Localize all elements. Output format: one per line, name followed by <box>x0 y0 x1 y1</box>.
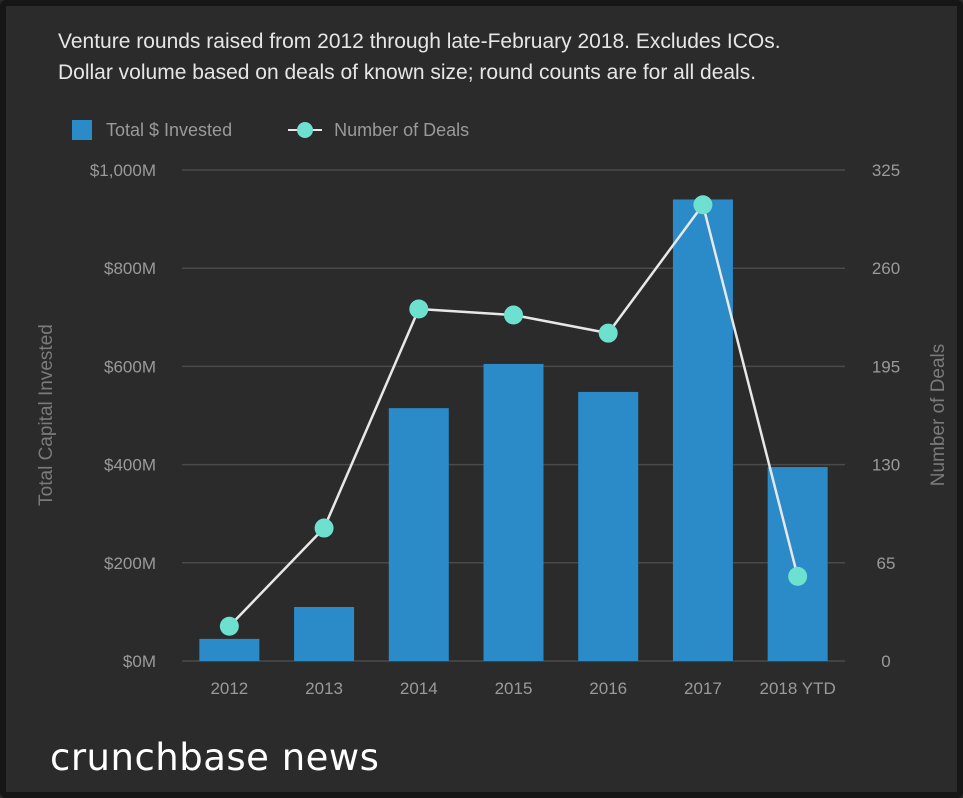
x-axis-tick-label: 2015 <box>495 679 533 698</box>
legend-label-number-of-deals: Number of Deals <box>334 119 470 140</box>
legend-item-total-invested: Total $ Invested <box>72 120 232 141</box>
bar-2017 <box>672 199 733 661</box>
right-axis-title: Number of Deals <box>928 344 949 487</box>
legend-line-swatch <box>288 120 323 140</box>
deals-point-2018-ytd <box>788 566 808 586</box>
left-axis-tick-label: $800M <box>104 259 156 278</box>
right-axis-tick-label: 130 <box>872 456 900 475</box>
bar-2012 <box>199 638 260 661</box>
legend-label-total-invested: Total $ Invested <box>106 119 233 140</box>
chart-legend: Total $ Invested Number of Deals <box>72 116 525 144</box>
legend-bar-swatch <box>72 120 92 140</box>
bar-2014 <box>388 408 449 661</box>
deals-point-2016 <box>598 323 618 343</box>
bar-2015 <box>483 363 544 661</box>
right-axis-tick-label: 325 <box>872 161 900 180</box>
deals-point-2017 <box>693 195 713 215</box>
legend-item-number-of-deals: Number of Deals <box>288 120 469 141</box>
right-axis-tick-label: 260 <box>872 259 900 278</box>
left-axis-title: Total Capital Invested <box>36 324 57 506</box>
subtitle-line-1: Venture rounds raised from 2012 through … <box>58 30 781 53</box>
x-axis-tick-label: 2016 <box>589 679 627 698</box>
right-axis-tick-label: 0 <box>881 652 890 671</box>
deals-point-2015 <box>504 305 523 325</box>
left-axis-tick-label: $600M <box>104 357 156 376</box>
deals-point-2013 <box>314 518 334 538</box>
left-axis-tick-label: $200M <box>104 554 156 573</box>
x-axis-tick-label: 2012 <box>210 679 248 698</box>
x-axis-tick-label: 2017 <box>684 679 722 698</box>
chart-subtitle: Venture rounds raised from 2012 through … <box>58 26 938 88</box>
subtitle-line-2: Dollar volume based on deals of known si… <box>58 61 757 84</box>
bar-2013 <box>294 606 355 661</box>
crunchbase-news-logo: crunchbase news <box>50 736 380 779</box>
x-axis-tick-label: 2018 YTD <box>760 679 836 698</box>
left-axis-tick-label: $1,000M <box>90 161 156 180</box>
deals-point-2014 <box>409 299 429 319</box>
bar-2016 <box>578 391 639 661</box>
x-axis-tick-label: 2013 <box>305 679 343 698</box>
deals-point-2012 <box>219 616 239 636</box>
x-axis-tick-label: 2014 <box>400 679 438 698</box>
left-axis-tick-label: $0M <box>123 652 156 671</box>
right-axis-tick-label: 195 <box>872 357 900 376</box>
left-axis-tick-label: $400M <box>104 456 156 475</box>
right-axis-tick-label: 65 <box>877 554 896 573</box>
